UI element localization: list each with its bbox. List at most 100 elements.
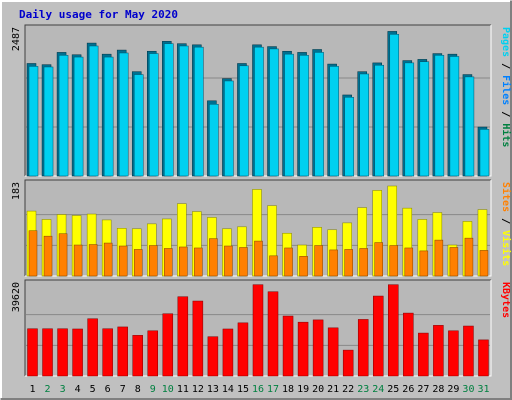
bar-kbytes	[117, 326, 128, 377]
bar-kbytes	[357, 319, 369, 377]
bar-sites	[269, 255, 278, 277]
bar-sites	[389, 245, 399, 277]
bar-kbytes	[147, 330, 159, 377]
bar-sites	[164, 248, 173, 277]
x-tick-label: 22	[342, 384, 354, 395]
panel-visits-sites: 183 Sites / Visits	[11, 179, 512, 277]
bar-kbytes	[87, 318, 98, 377]
bar-sites	[479, 250, 489, 277]
y-max-label: 183	[11, 182, 22, 200]
bar-files	[359, 73, 369, 177]
x-tick-label: 30	[462, 384, 474, 395]
x-tick-label: 18	[282, 384, 294, 395]
bar-kbytes	[27, 328, 38, 377]
bar-sites	[43, 235, 53, 277]
bar-files	[103, 56, 114, 177]
bar-sites	[149, 245, 158, 277]
bar-kbytes	[177, 296, 189, 377]
side-legend-item: Sites	[500, 182, 512, 212]
bar-sites	[419, 250, 429, 277]
bar-files	[133, 74, 144, 177]
side-legend: Sites / Visits	[500, 182, 512, 266]
bar-kbytes	[342, 349, 354, 377]
bar-sites	[464, 237, 474, 277]
bar-sites	[329, 249, 338, 277]
bar-files	[344, 97, 354, 177]
bar-sites	[284, 247, 293, 277]
bar-sites	[254, 240, 263, 277]
x-tick-label: 13	[207, 384, 219, 395]
bar-kbytes	[192, 300, 204, 377]
bar-kbytes	[132, 335, 143, 377]
x-tick-label: 26	[402, 384, 414, 395]
bar-files	[269, 48, 279, 177]
plot-border-dark	[24, 279, 491, 376]
bar-sites	[374, 242, 383, 277]
bar-sites	[434, 239, 444, 277]
x-tick-label: 15	[237, 384, 249, 395]
side-legend-item: Visits	[500, 230, 512, 266]
panel-hits-files-pages: 2487 Pages / Files / Hits	[11, 24, 512, 177]
x-tick-label: 2	[45, 384, 51, 395]
bar-sites	[209, 238, 218, 277]
panel-kbytes: 39620 KBytes	[11, 279, 511, 377]
bar-kbytes	[222, 328, 234, 377]
x-tick-label: 19	[297, 384, 309, 395]
x-tick-label: 17	[267, 384, 279, 395]
side-legend: Pages / Files / Hits	[500, 27, 512, 147]
x-tick-label: 20	[312, 384, 324, 395]
bar-sites	[58, 233, 68, 277]
bar-sites	[179, 246, 188, 277]
chart-title: Daily usage for May 2020	[19, 8, 178, 21]
bar-files	[58, 55, 69, 177]
x-tick-label: 25	[387, 384, 399, 395]
bar-kbytes	[297, 321, 309, 377]
bar-files	[224, 80, 234, 177]
bar-sites	[344, 249, 353, 277]
bar-files	[28, 66, 39, 177]
x-tick-label: 3	[60, 384, 66, 395]
bar-files	[88, 45, 99, 177]
y-max-label: 39620	[11, 282, 22, 312]
bar-kbytes	[102, 328, 113, 377]
bar-sites	[133, 249, 143, 277]
chart-panels: 2487 Pages / Files / Hits 183 Sites / Visit…	[11, 24, 512, 377]
bar-sites	[73, 244, 83, 277]
bar-kbytes	[282, 315, 294, 377]
bar-files	[404, 62, 415, 177]
bar-files	[374, 64, 384, 177]
bar-files	[284, 53, 294, 177]
bar-files	[118, 52, 129, 177]
x-tick-label: 31	[477, 384, 489, 395]
bar-files	[73, 56, 84, 177]
x-tick-label: 5	[90, 384, 96, 395]
side-legend-item: Files	[500, 75, 512, 105]
x-tick-label: 21	[327, 384, 339, 395]
bar-files	[389, 34, 400, 177]
bar-sites	[404, 247, 414, 277]
side-legend-item: Hits	[500, 123, 512, 147]
bar-files	[43, 66, 54, 177]
x-tick-label: 27	[417, 384, 429, 395]
bar-files	[464, 76, 475, 177]
bar-files	[254, 46, 264, 177]
x-tick-label: 12	[192, 384, 204, 395]
bar-files	[329, 66, 339, 177]
bar-files	[314, 52, 324, 177]
bar-kbytes	[388, 284, 399, 377]
x-tick-label: 10	[162, 384, 174, 395]
bar-files	[164, 43, 174, 177]
bar-kbytes	[207, 336, 219, 377]
x-tick-label: 1	[30, 384, 36, 395]
bar-kbytes	[463, 325, 474, 377]
side-legend-item: Pages	[500, 27, 511, 57]
bar-kbytes	[72, 328, 83, 377]
bar-files	[209, 104, 219, 177]
side-legend-item: /	[500, 57, 511, 75]
bar-sites	[28, 230, 38, 277]
x-tick-label: 6	[105, 384, 111, 395]
bar-sites	[449, 247, 459, 277]
bar-sites	[118, 245, 128, 277]
x-tick-label: 9	[150, 384, 156, 395]
